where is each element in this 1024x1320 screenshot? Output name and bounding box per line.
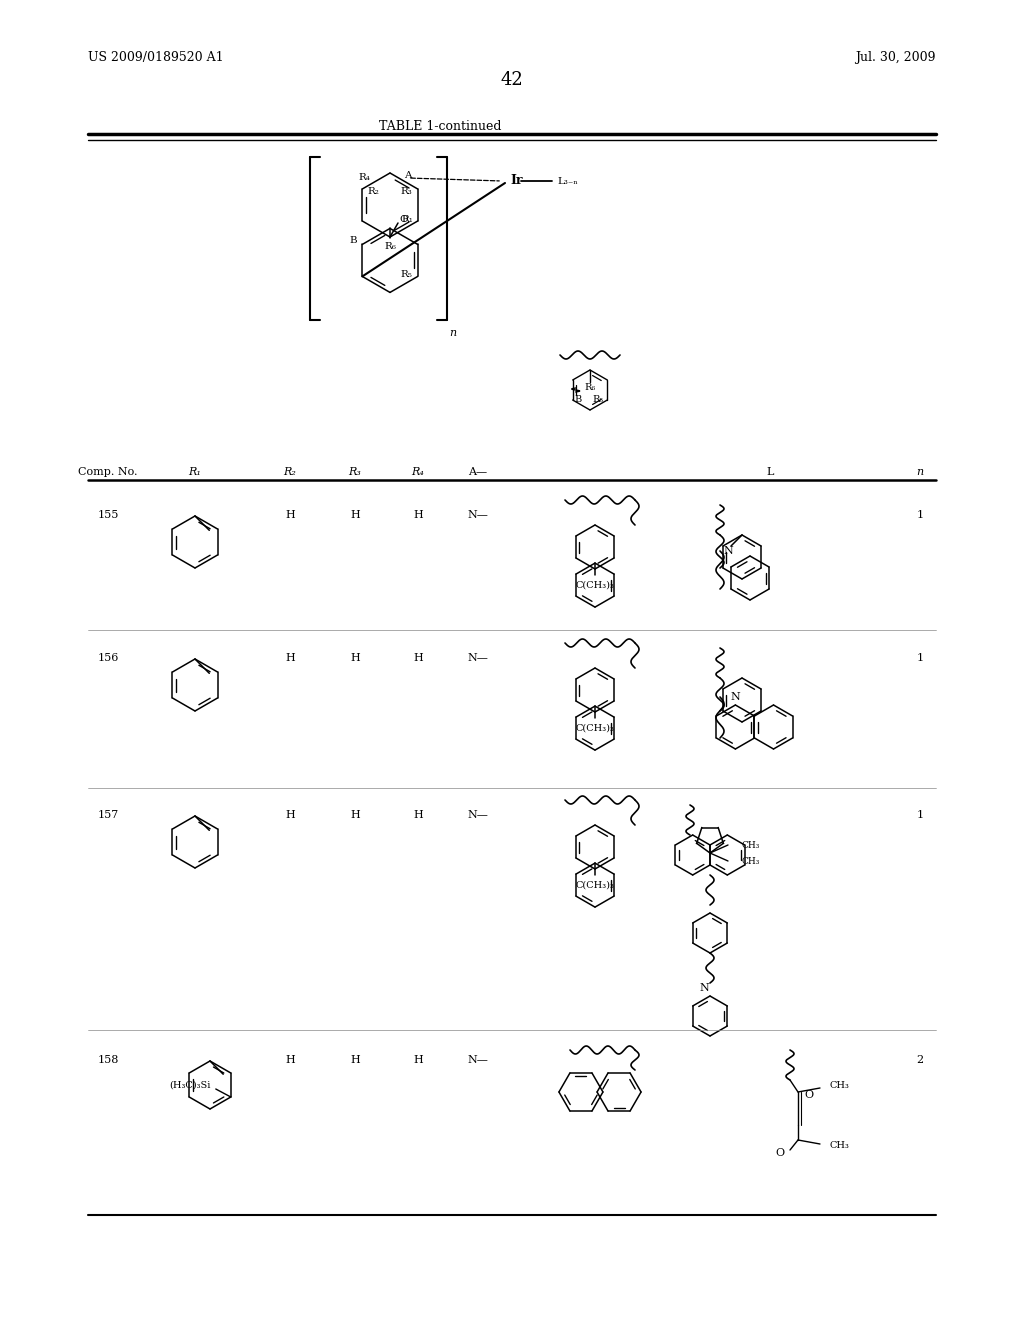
- Text: n: n: [916, 467, 924, 477]
- Text: O: O: [775, 1148, 784, 1158]
- Text: B: B: [349, 236, 357, 246]
- Text: A—: A—: [468, 467, 487, 477]
- Text: H: H: [413, 810, 423, 820]
- Text: R₄: R₄: [358, 173, 370, 182]
- Text: N—: N—: [468, 653, 488, 663]
- Text: H: H: [285, 1055, 295, 1065]
- Text: CH₃: CH₃: [830, 1081, 850, 1090]
- Text: N—: N—: [468, 810, 488, 820]
- Text: L: L: [766, 467, 774, 477]
- Text: 157: 157: [97, 810, 119, 820]
- Text: Comp. No.: Comp. No.: [78, 467, 138, 477]
- Text: (H₃C)₃Si: (H₃C)₃Si: [169, 1081, 211, 1089]
- Text: N—: N—: [468, 510, 488, 520]
- Text: R₃: R₃: [348, 467, 361, 477]
- Text: R₃: R₃: [401, 186, 413, 195]
- Text: C(CH₃)₃: C(CH₃)₃: [575, 880, 614, 890]
- Text: H: H: [350, 510, 359, 520]
- Text: 1: 1: [916, 653, 924, 663]
- Text: B: B: [574, 396, 582, 404]
- Text: H: H: [285, 810, 295, 820]
- Text: A: A: [404, 170, 412, 180]
- Text: 1: 1: [916, 810, 924, 820]
- Text: H: H: [350, 653, 359, 663]
- Text: CH₃: CH₃: [830, 1142, 850, 1151]
- Text: CH₃: CH₃: [742, 857, 761, 866]
- Text: N: N: [723, 546, 733, 556]
- Text: O: O: [804, 1090, 813, 1100]
- Text: H: H: [285, 510, 295, 520]
- Text: H: H: [413, 510, 423, 520]
- Text: 155: 155: [97, 510, 119, 520]
- Text: R₅: R₅: [400, 269, 413, 279]
- Text: 156: 156: [97, 653, 119, 663]
- Text: C(CH₃)₃: C(CH₃)₃: [575, 723, 614, 733]
- Text: N: N: [730, 692, 740, 702]
- Text: R₄: R₄: [412, 467, 424, 477]
- Text: US 2009/0189520 A1: US 2009/0189520 A1: [88, 50, 223, 63]
- Text: O: O: [399, 214, 409, 223]
- Text: Jul. 30, 2009: Jul. 30, 2009: [855, 50, 936, 63]
- Text: 42: 42: [501, 71, 523, 88]
- Text: TABLE 1-continued: TABLE 1-continued: [379, 120, 502, 133]
- Text: R₆: R₆: [585, 384, 596, 392]
- Text: H: H: [350, 810, 359, 820]
- Text: Ir: Ir: [510, 174, 522, 187]
- Text: n: n: [449, 327, 456, 338]
- Text: R₆: R₆: [384, 242, 396, 251]
- Text: N: N: [699, 983, 709, 993]
- Text: R₂: R₂: [368, 186, 379, 195]
- Text: H: H: [413, 1055, 423, 1065]
- Text: R₅: R₅: [592, 396, 603, 404]
- Text: R₁: R₁: [188, 467, 202, 477]
- Text: H: H: [413, 653, 423, 663]
- Text: 158: 158: [97, 1055, 119, 1065]
- Text: H: H: [285, 653, 295, 663]
- Text: CH₃: CH₃: [742, 841, 761, 850]
- Text: 2: 2: [916, 1055, 924, 1065]
- Text: L₃₋ₙ: L₃₋ₙ: [557, 177, 578, 186]
- Text: C(CH₃)₃: C(CH₃)₃: [575, 581, 614, 590]
- Text: N—: N—: [468, 1055, 488, 1065]
- Text: H: H: [350, 1055, 359, 1065]
- Text: 1: 1: [916, 510, 924, 520]
- Text: R₂: R₂: [284, 467, 296, 477]
- Text: R₁: R₁: [401, 214, 414, 223]
